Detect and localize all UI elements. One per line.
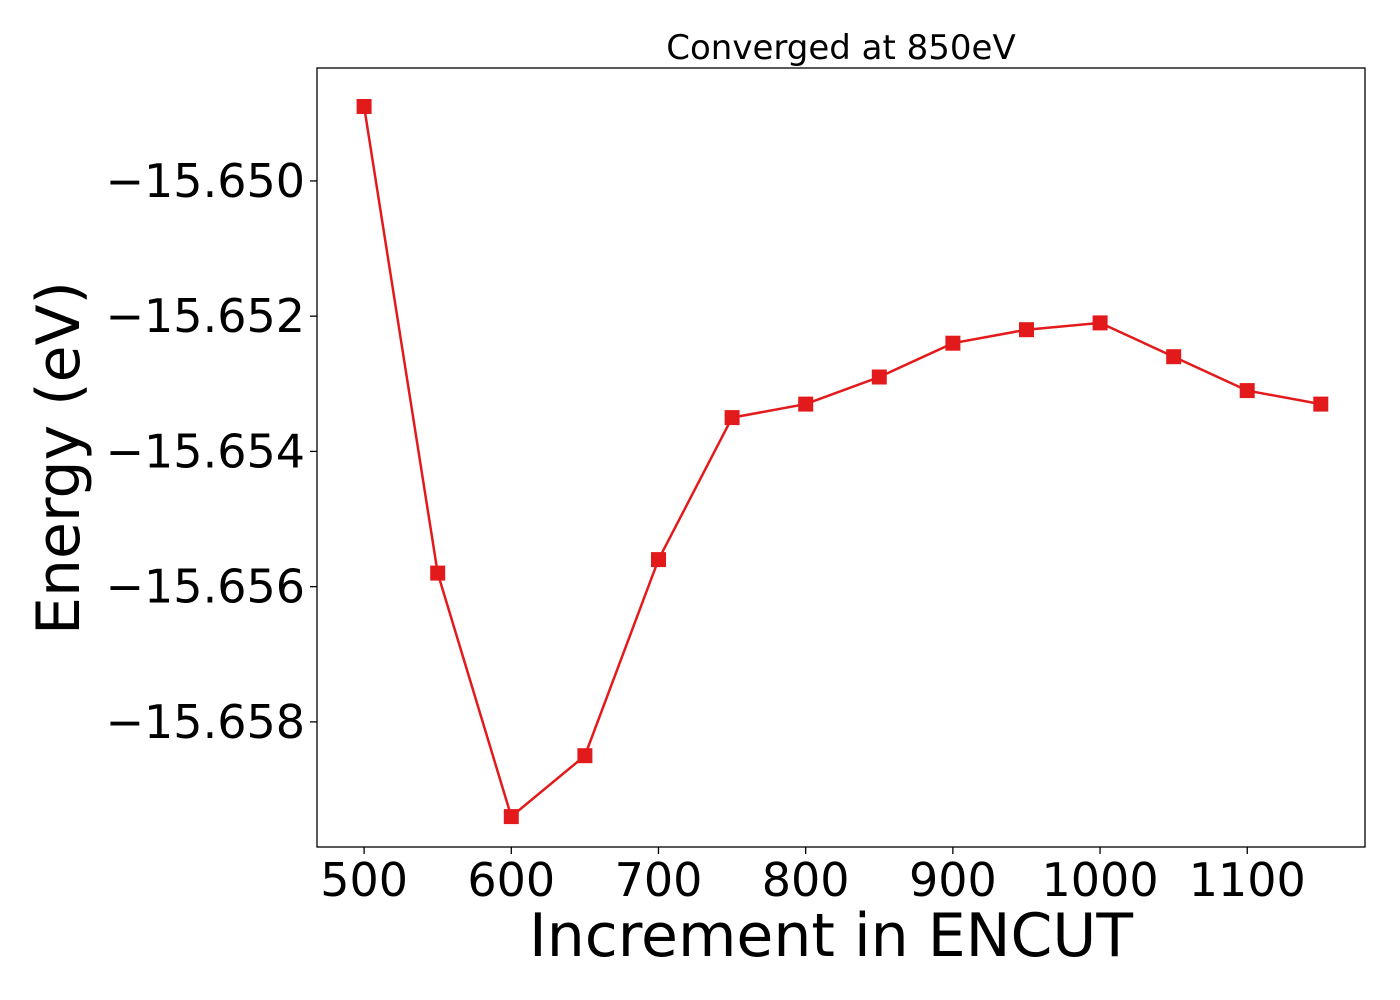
data-point-marker <box>1092 315 1108 331</box>
data-point-marker <box>577 748 593 764</box>
x-tick-label: 1000 <box>1042 853 1159 907</box>
series-markers <box>356 99 1329 825</box>
data-point-marker <box>651 552 666 568</box>
y-tick-label: −15.654 <box>106 424 306 478</box>
y-tick-label: −15.658 <box>106 695 306 749</box>
data-point-marker <box>503 809 519 825</box>
y-tick-label: −15.652 <box>106 289 306 343</box>
x-tick-label: 1100 <box>1189 853 1306 907</box>
data-point-marker <box>1019 322 1034 338</box>
y-tick-label: −15.656 <box>106 560 306 614</box>
y-axis-ticks: −15.650 −15.652 −15.654 −15.656 −15.658 <box>106 154 317 749</box>
x-axis-ticks: 500 600 700 800 900 1000 1100 <box>320 847 1306 907</box>
chart-title: Converged at 850eV <box>666 28 1015 68</box>
x-tick-label: 900 <box>909 853 997 907</box>
series-line <box>362 106 1322 819</box>
data-point-marker <box>1166 349 1182 365</box>
x-axis-label: Increment in ENCUT <box>529 901 1133 971</box>
data-point-marker <box>724 410 740 426</box>
data-point-marker <box>356 99 372 114</box>
data-point-marker <box>430 565 446 581</box>
x-tick-label: 600 <box>467 853 555 907</box>
data-point-marker <box>1239 383 1255 399</box>
plot-area-frame <box>316 67 1366 848</box>
data-point-marker <box>1313 396 1329 412</box>
data-point-marker <box>945 335 961 351</box>
y-tick-label: −15.650 <box>106 154 306 208</box>
x-tick-label: 500 <box>320 853 408 907</box>
data-point-marker <box>871 369 887 385</box>
x-tick-label: 800 <box>762 853 850 907</box>
y-axis-label: Energy (eV) <box>24 281 94 635</box>
x-tick-label: 700 <box>615 853 703 907</box>
data-point-marker <box>798 396 814 412</box>
